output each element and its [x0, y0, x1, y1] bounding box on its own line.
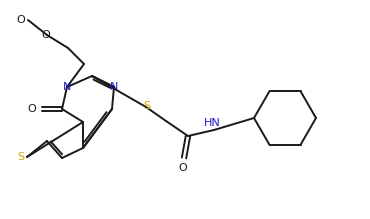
Text: O: O — [41, 30, 50, 40]
Text: HN: HN — [204, 118, 221, 128]
Text: S: S — [17, 152, 24, 162]
Text: N: N — [63, 82, 71, 92]
Text: O: O — [27, 104, 36, 114]
Text: N: N — [110, 82, 118, 92]
Text: O: O — [179, 163, 187, 173]
Text: S: S — [144, 101, 151, 111]
Text: O: O — [16, 15, 25, 25]
